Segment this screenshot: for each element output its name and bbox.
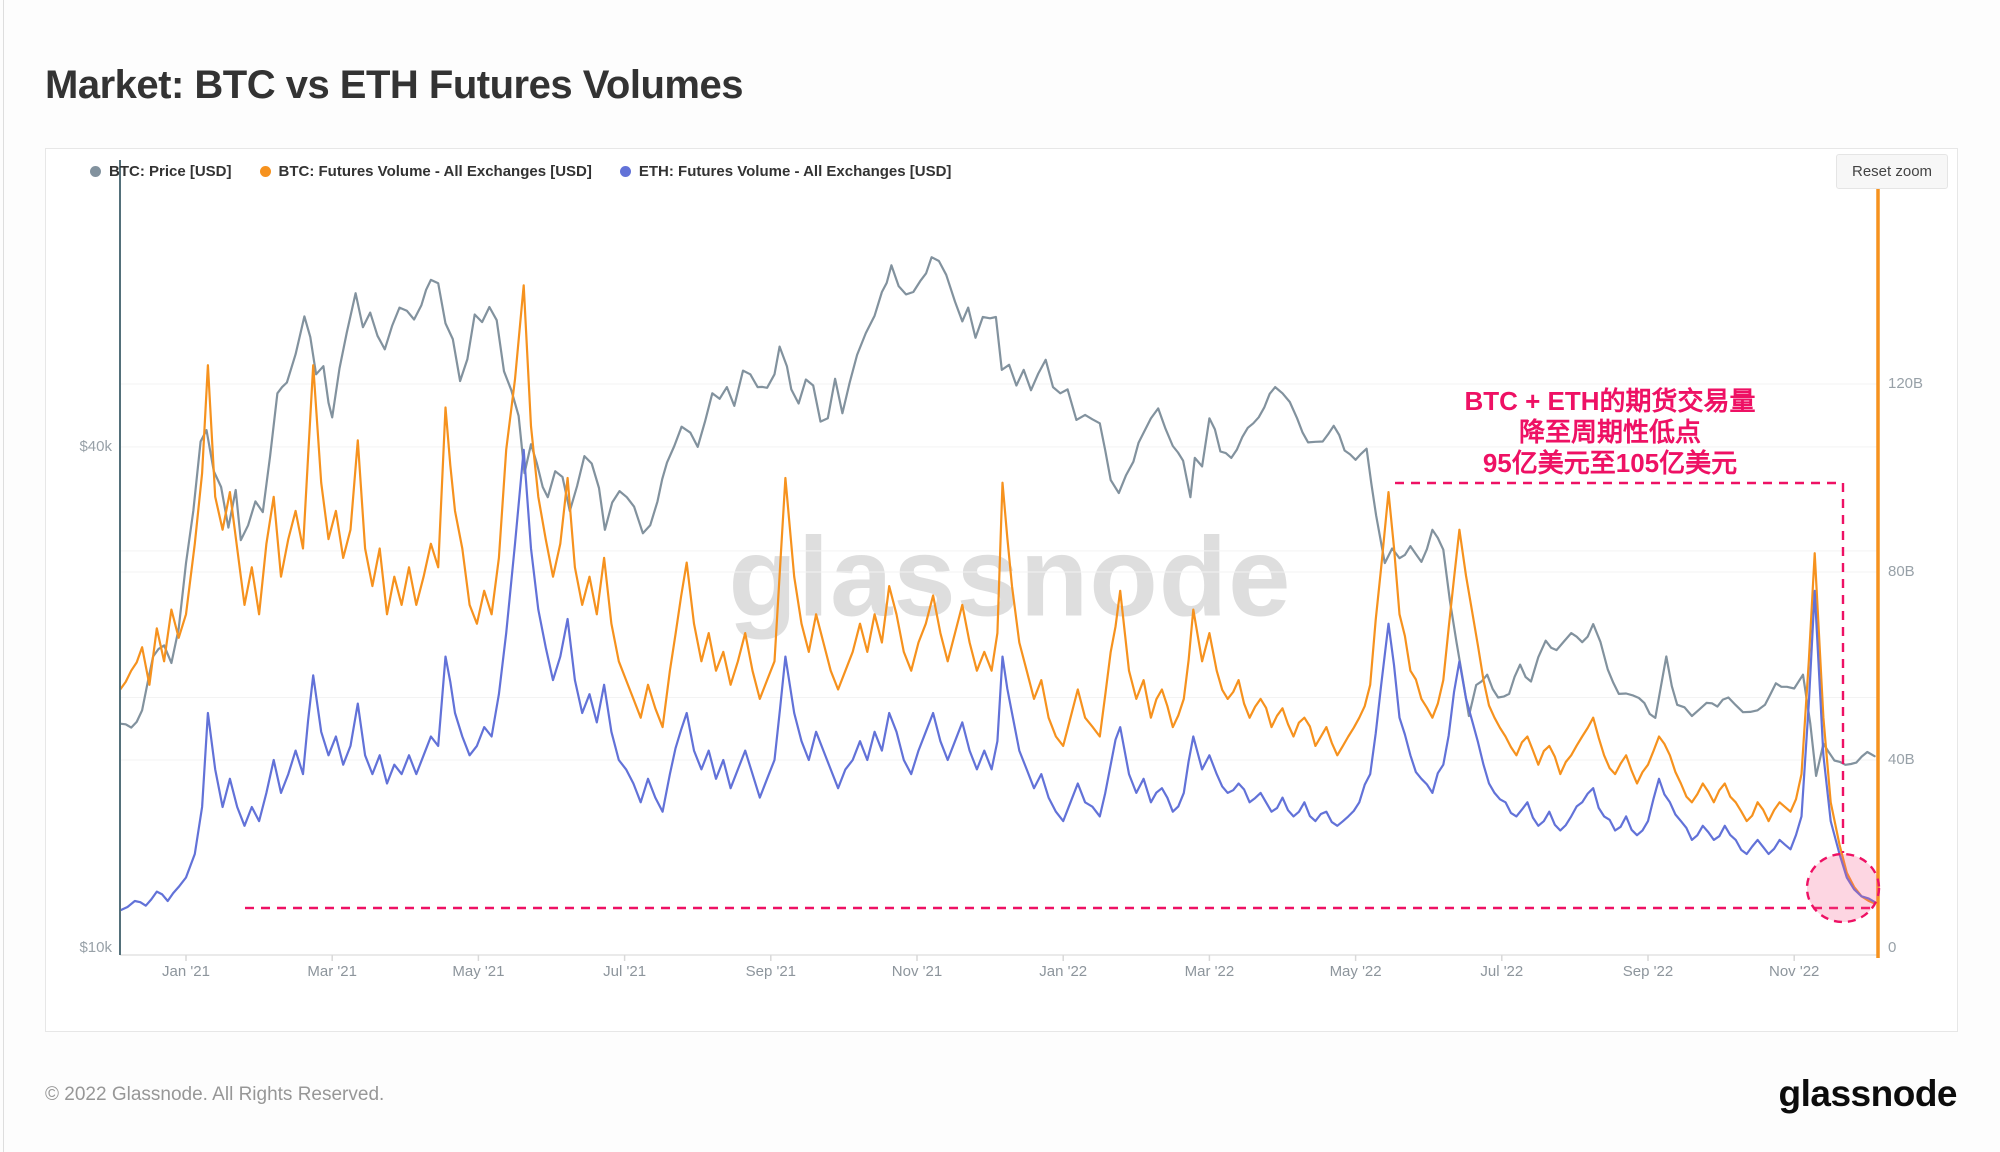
page-title: Market: BTC vs ETH Futures Volumes <box>45 62 743 107</box>
legend-item-0[interactable]: BTC: Price [USD] <box>90 163 232 180</box>
page-left-edge-divider <box>3 0 4 1152</box>
x-axis-tick-label: Jan '22 <box>1039 963 1088 980</box>
annotation-text: BTC + ETH的期货交易量 降至周期性低点 95亿美元至105亿美元 <box>1464 386 1755 479</box>
x-axis-tick-label: May '22 <box>1329 963 1382 980</box>
legend-item-label: BTC: Price [USD] <box>109 163 232 180</box>
volume-axis-tick-label: 120B <box>1888 375 1924 392</box>
reset-zoom-button[interactable]: Reset zoom <box>1836 154 1949 189</box>
x-axis-tick-label: Mar '22 <box>1184 963 1235 980</box>
x-axis-tick-label: Jul '22 <box>1480 963 1524 980</box>
glassnode-logo: glassnode <box>1778 1073 1958 1114</box>
series-eth-futures-volume <box>119 448 1876 912</box>
series-btc-price <box>119 256 1876 777</box>
footer-copyright: © 2022 Glassnode. All Rights Reserved. <box>45 1084 385 1105</box>
annotation-line-2: 降至周期性低点 <box>1518 417 1702 447</box>
x-axis-tick-label: Jul '21 <box>603 963 647 980</box>
chart-legend: BTC: Price [USD] BTC: Futures Volume - Al… <box>90 163 951 180</box>
annotation-highlight-circle <box>1805 852 1881 924</box>
legend-dot-icon <box>90 166 101 177</box>
volume-axis-tick-label: 80B <box>1888 563 1915 580</box>
x-axis-tick-label: May '21 <box>452 963 505 980</box>
x-axis-tick-label: Mar '21 <box>307 963 357 980</box>
price-axis-tick-label: $40k <box>79 437 112 455</box>
x-axis-tick-label: Nov '22 <box>1768 963 1820 980</box>
volume-axis-tick-label: 40B <box>1888 751 1915 768</box>
legend-dot-icon <box>259 166 271 177</box>
annotation-line-3: 95亿美元至105亿美元 <box>1482 448 1738 478</box>
glassnode-watermark: glassnode <box>728 514 1292 640</box>
legend-item-2[interactable]: ETH: Futures Volume - All Exchanges [USD… <box>619 163 952 180</box>
series-btc-futures-volume <box>119 284 1876 905</box>
legend-dot-icon <box>619 166 631 177</box>
legend-item-label: ETH: Futures Volume - All Exchanges [USD… <box>638 163 952 180</box>
x-axis-tick-label: Sep '21 <box>745 963 796 980</box>
volume-axis-tick-label: 0 <box>1888 939 1897 956</box>
legend-item-1[interactable]: BTC: Futures Volume - All Exchanges [USD… <box>259 163 592 180</box>
chart-card <box>45 148 1958 1032</box>
x-axis-tick-label: Sep '22 <box>1622 963 1674 980</box>
legend-item-label: BTC: Futures Volume - All Exchanges [USD… <box>278 163 592 180</box>
price-axis-tick-label: $10k <box>79 939 112 956</box>
annotation-line-1: BTC + ETH的期货交易量 <box>1464 386 1756 416</box>
x-axis-tick-label: Jan '21 <box>162 963 210 980</box>
x-axis-tick-label: Nov '21 <box>891 963 943 980</box>
